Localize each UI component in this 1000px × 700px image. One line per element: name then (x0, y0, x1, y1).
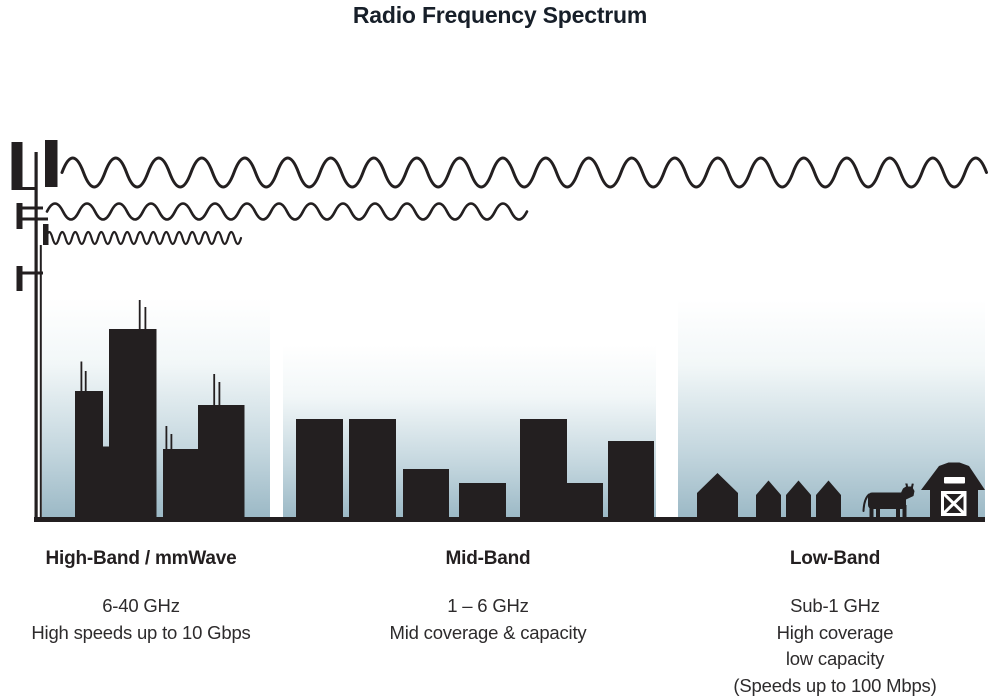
houses-icon (697, 473, 841, 517)
band-label-mid: Mid-Band (445, 548, 531, 569)
band-caption-mid: Mid-Band 1 – 6 GHz Mid coverage & capaci… (363, 549, 613, 646)
page-title: Radio Frequency Spectrum (352, 2, 648, 28)
band-detail-mid: Mid coverage & capacity (389, 621, 587, 643)
band-frequency-low: Sub-1 GHz (790, 595, 880, 616)
radio-waves-icon (44, 156, 988, 246)
building (109, 329, 157, 517)
city-skyline-icon (75, 300, 245, 517)
rooftop-antennas (80, 300, 221, 449)
band-detail-low-3: (Speeds up to 100 Mbps) (733, 674, 937, 696)
building (403, 469, 449, 517)
short-wavelength-wave-icon (44, 230, 243, 246)
house (756, 480, 781, 517)
band-detail-high: High speeds up to 10 Gbps (31, 621, 251, 643)
house (697, 473, 738, 517)
band-detail-low-1: High coverage (776, 621, 894, 643)
building (198, 405, 245, 517)
barn-door (941, 491, 967, 516)
building (349, 419, 396, 517)
band-caption-low: Low-Band Sub-1 GHz High coverage low cap… (710, 549, 960, 699)
barn-icon (921, 462, 985, 517)
building (567, 483, 603, 517)
house (786, 480, 811, 517)
building (296, 419, 343, 517)
building (102, 446, 110, 517)
band-frequency-high: 6-40 GHz (102, 595, 180, 616)
building (520, 419, 567, 517)
band-detail-low-2: low capacity (785, 648, 885, 669)
building (75, 391, 103, 517)
building (608, 441, 654, 517)
band-frequency-mid: 1 – 6 GHz (447, 595, 529, 616)
band-label-low: Low-Band (789, 548, 881, 569)
cell-tower-icon (11, 140, 58, 520)
band-caption-high: High-Band / mmWave 6-40 GHz High speeds … (16, 549, 266, 646)
band-label-high: High-Band / mmWave (45, 548, 237, 569)
ground-line (34, 517, 985, 522)
long-wavelength-wave-icon (60, 156, 988, 189)
barn-loft-vent (944, 477, 965, 484)
cow-icon (862, 483, 915, 518)
house (816, 480, 841, 517)
building (459, 483, 506, 517)
building (163, 449, 198, 517)
medium-wavelength-wave-icon (45, 202, 529, 221)
midrise-buildings-icon (296, 419, 654, 517)
